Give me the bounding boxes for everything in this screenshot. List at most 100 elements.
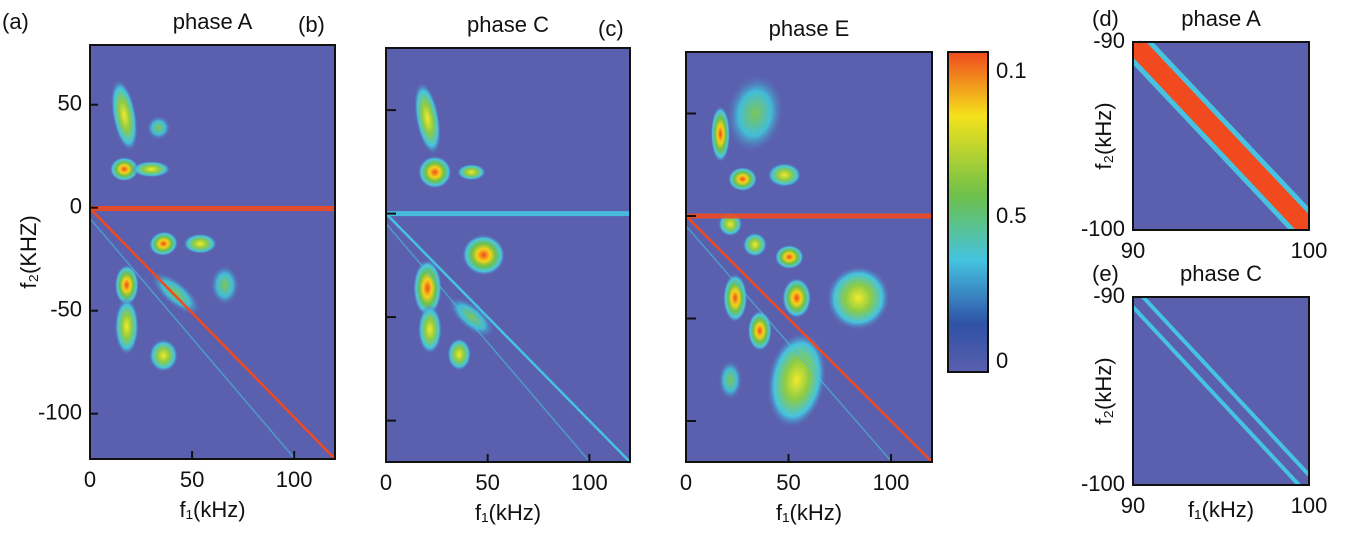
y-tick-label: -50	[50, 297, 82, 322]
y-tick-label: -100	[38, 399, 82, 424]
heatmap-blob	[781, 277, 812, 319]
heatmap	[1133, 42, 1309, 230]
frame	[1132, 41, 1310, 231]
y-axis-label: f₂(kHz)	[1091, 102, 1116, 169]
panel-title: phase E	[769, 16, 850, 41]
heatmap-blob	[183, 233, 218, 255]
heatmap-blob	[114, 264, 139, 306]
panel: (e) phase C 90 100 -90 -100 f₁(kHz) f₂(kHz)	[1081, 261, 1327, 522]
x-axis-label: f₁(kHz)	[475, 500, 541, 525]
heatmap-blob	[412, 259, 443, 318]
x-axis-label: f₁(kHz)	[776, 500, 842, 525]
panel-label: (c)	[598, 16, 624, 41]
heatmap-blob	[131, 160, 171, 178]
heatmap-diagonal	[386, 212, 630, 462]
y-tick-label: 50	[58, 91, 82, 116]
heatmap-blob	[774, 244, 805, 270]
heatmap-diagonal	[1133, 42, 1309, 230]
heatmap-blob	[146, 115, 171, 141]
heatmap-diagonal	[686, 215, 932, 462]
x-tick-label: 0	[380, 470, 392, 495]
heatmap-blob	[710, 105, 731, 163]
x-tick-label: 0	[680, 470, 692, 495]
frame	[89, 44, 336, 460]
heatmap-diagonal	[1141, 297, 1309, 477]
heatmap-blob	[724, 72, 785, 155]
x-tick-label: 100	[571, 470, 608, 495]
heatmap-blob	[826, 265, 891, 331]
heatmap-diagonal	[90, 207, 335, 459]
heatmap-blob	[456, 163, 487, 181]
x-tick-label: 100	[1291, 493, 1328, 518]
x-tick-label: 0	[84, 467, 96, 492]
y-axis-label: f₂(kHz)	[1091, 357, 1116, 424]
x-tick-label: 100	[1291, 238, 1328, 263]
heatmap-blob	[210, 264, 240, 306]
panel-label: (d)	[1092, 6, 1119, 31]
heatmap-blob	[417, 155, 452, 189]
panel-label: (b)	[298, 12, 325, 37]
panel: (a) phase A 0 50 100 50 0 -50 -100 f₁(kHz) f₂(KHZ)	[2, 9, 336, 522]
heatmap-blob	[148, 231, 179, 257]
frame	[685, 51, 933, 463]
panel-title: phase C	[1180, 261, 1262, 286]
heatmap-blob	[722, 273, 748, 323]
x-tick-label: 90	[1121, 238, 1145, 263]
y-tick-label: -90	[1093, 28, 1125, 53]
x-tick-label: 50	[776, 470, 800, 495]
x-tick-label: 50	[180, 467, 204, 492]
heatmap	[90, 45, 335, 459]
y-tick-label: -90	[1093, 283, 1125, 308]
heatmap-blob	[114, 297, 139, 356]
heatmap-diagonal	[386, 223, 591, 462]
panel-title: phase A	[173, 9, 253, 34]
heatmap-ridge	[90, 206, 335, 212]
heatmap-blob	[727, 166, 758, 192]
x-tick-label: 100	[873, 470, 910, 495]
heatmap-blob	[747, 310, 773, 352]
frame	[1132, 296, 1310, 486]
heatmap-blob	[767, 162, 802, 188]
heatmap-diagonal	[90, 218, 296, 459]
panel-title: phase A	[1181, 6, 1261, 31]
colorbar-label: 0	[996, 348, 1008, 373]
heatmap-blob	[461, 234, 506, 276]
panel-title: phase C	[467, 12, 549, 37]
heatmap-blob	[109, 156, 139, 182]
x-axis-label: f₁(kHz)	[179, 497, 245, 522]
heatmap-blob	[148, 338, 179, 373]
heatmap	[386, 48, 630, 462]
heatmap-ridge	[686, 213, 932, 219]
heatmap-ridge	[386, 211, 630, 217]
frame	[385, 47, 631, 463]
heatmap-blob	[413, 81, 442, 156]
panel: (c) phase E 0 50 100 f₁(kHz) 0.1 0.5 0	[598, 16, 1027, 525]
heatmap-blob	[447, 296, 496, 339]
heatmap	[686, 52, 932, 462]
colorbar	[947, 51, 989, 373]
colorbar-label: 0.1	[996, 58, 1027, 83]
x-axis-label: f₁(kHz)	[1188, 497, 1254, 522]
heatmap-background	[1133, 297, 1309, 485]
colorbar-label: 0.5	[996, 203, 1027, 228]
x-tick-label: 90	[1121, 493, 1145, 518]
x-tick-label: 50	[475, 470, 499, 495]
panel: (b) phase C 0 50 100 f₁(kHz)	[298, 12, 631, 525]
heatmap	[1133, 297, 1309, 485]
y-tick-label: -100	[1081, 471, 1125, 496]
y-axis-label: f₂(KHZ)	[16, 215, 41, 288]
heatmap-blob	[742, 232, 768, 257]
heatmap-blob	[110, 78, 138, 153]
panel-label: (e)	[1092, 261, 1119, 286]
heatmap-diagonal	[1133, 305, 1301, 485]
heatmap-diagonal	[686, 225, 893, 462]
heatmap-blob	[447, 337, 472, 371]
y-tick-label: -100	[1081, 216, 1125, 241]
panel-label: (a)	[2, 9, 29, 34]
heatmap-blob	[766, 331, 828, 429]
panel: (d) phase A 90 100 -90 -100 f₂(kHz)	[1081, 6, 1327, 263]
x-tick-label: 100	[276, 467, 313, 492]
y-tick-label: 0	[70, 194, 82, 219]
heatmap-blob	[717, 359, 743, 401]
